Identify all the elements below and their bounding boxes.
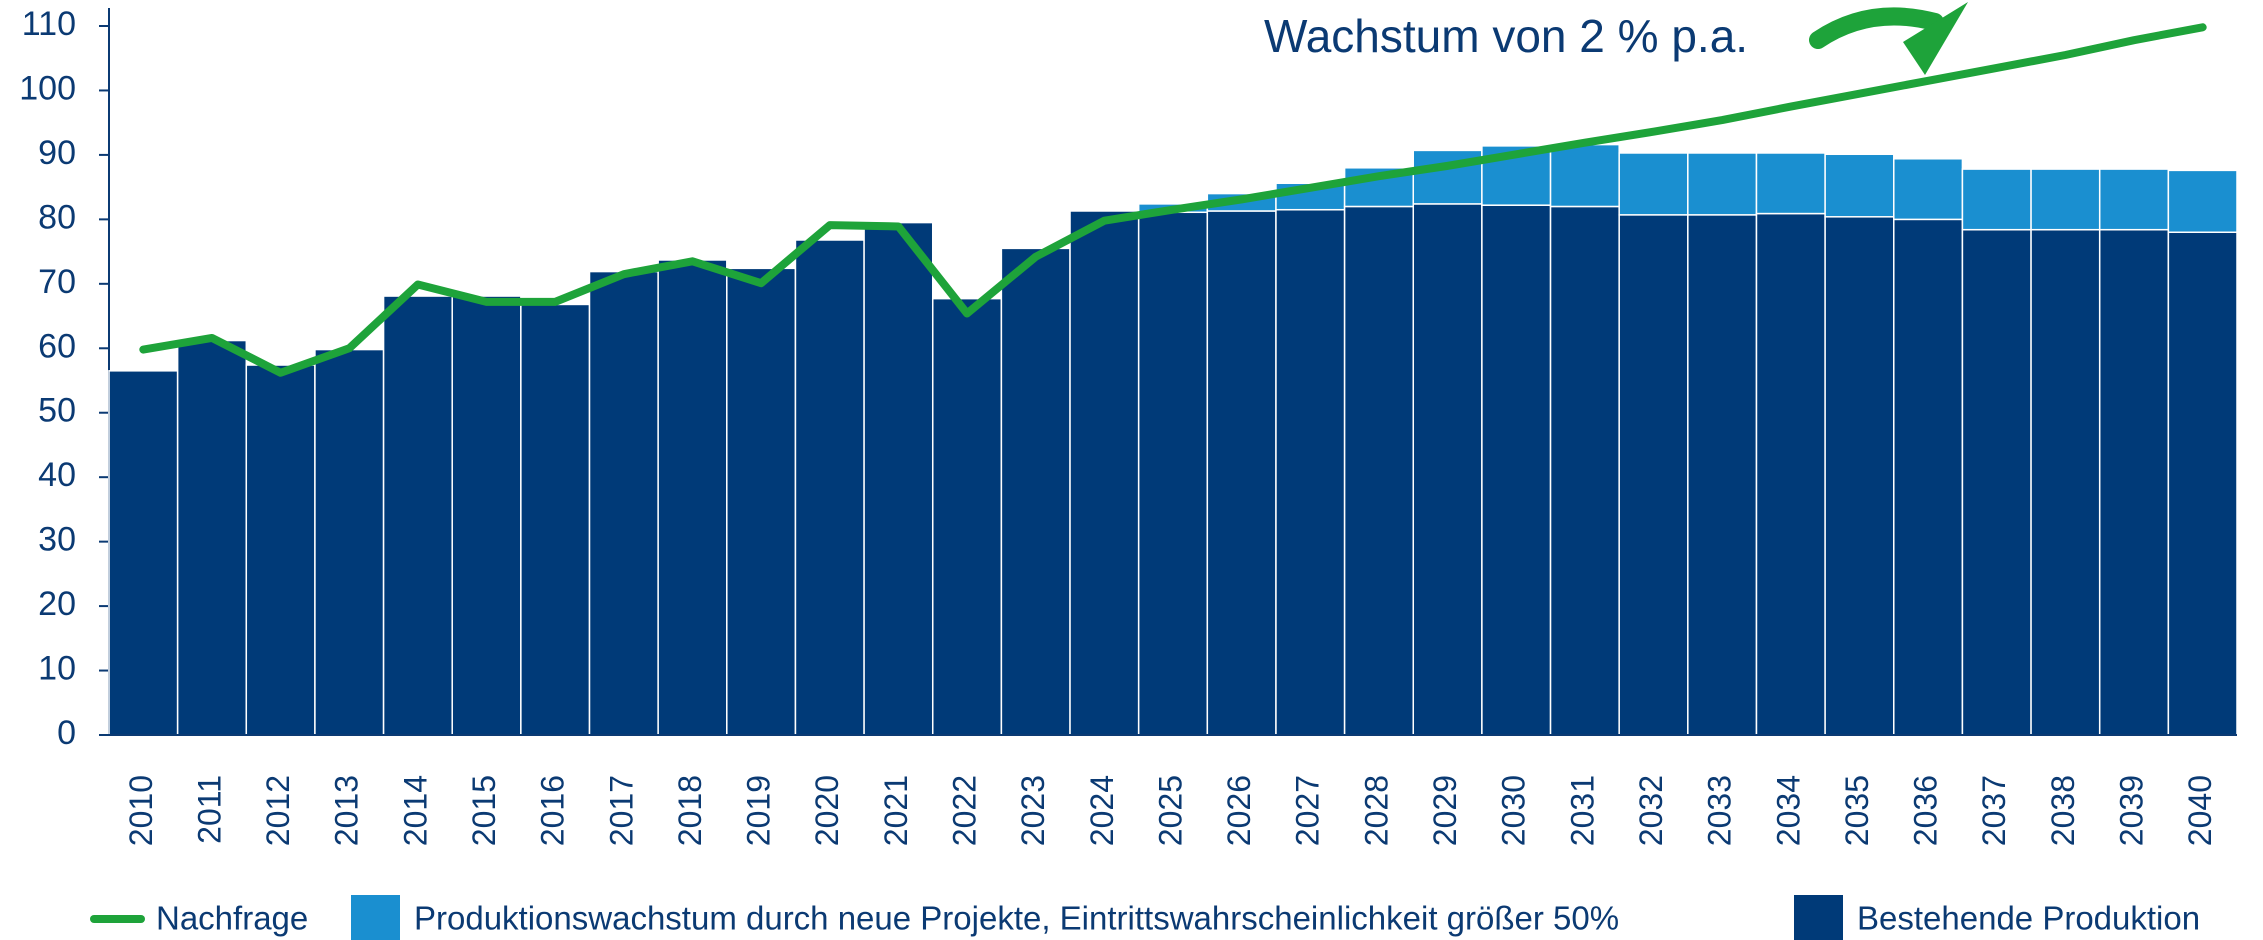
x-tick-label: 2031: [1564, 775, 1600, 846]
bar: [1687, 214, 1758, 736]
y-tick-label: 90: [38, 134, 76, 172]
bar: [1755, 152, 1826, 215]
x-tick-label: 2025: [1152, 775, 1188, 846]
x-tick-label: 2030: [1496, 775, 1532, 846]
bar: [1000, 247, 1071, 736]
x-tick-label: 2034: [1770, 775, 1806, 846]
bar: [2167, 169, 2238, 234]
y-tick-label: 60: [38, 327, 76, 365]
bar: [1137, 211, 1209, 736]
bar: [794, 239, 865, 736]
bar: [931, 297, 1003, 736]
bar: [1206, 210, 1277, 736]
y-tick-label: 80: [38, 198, 76, 236]
y-tick-label: 110: [22, 5, 76, 43]
bar: [1412, 203, 1483, 736]
bar: [1481, 204, 1552, 736]
y-tick-label: 0: [57, 714, 76, 752]
x-tick-label: 2028: [1358, 775, 1394, 846]
bar: [1961, 228, 2032, 736]
bar: [176, 339, 248, 736]
bar: [1343, 205, 1415, 736]
x-tick-label: 2019: [741, 775, 777, 846]
legend-label: Nachfrage: [156, 900, 308, 937]
x-tick-label: 2026: [1221, 775, 1257, 846]
x-tick-label: 2038: [2045, 775, 2081, 846]
x-tick-label: 2010: [123, 775, 159, 846]
growth-arrow: [1809, 2, 1968, 75]
x-tick-label: 2013: [329, 775, 365, 846]
x-tick-label: 2020: [809, 775, 845, 846]
x-tick-label: 2036: [1908, 775, 1944, 846]
bar: [1687, 152, 1758, 216]
bar: [2030, 168, 2101, 231]
bar: [1275, 208, 1346, 736]
legend-label: Bestehende Produktion: [1857, 900, 2200, 937]
bar: [1961, 168, 2032, 231]
legend-swatch: [1794, 895, 1843, 940]
x-tick-label: 2023: [1015, 775, 1051, 846]
x-tick-label: 2012: [260, 775, 296, 846]
bar: [2098, 228, 2170, 736]
bar: [1893, 158, 1964, 221]
bar: [1549, 143, 1620, 208]
bar: [2167, 231, 2238, 736]
bar: [588, 270, 659, 736]
bar: [726, 267, 797, 736]
bar: [863, 221, 934, 736]
x-tick-label: 2022: [947, 775, 983, 846]
y-tick-label: 100: [19, 69, 76, 107]
x-tick-label: 2016: [535, 775, 571, 846]
y-tick-label: 50: [38, 392, 76, 430]
x-tick-label: 2037: [1976, 775, 2012, 846]
y-tick-label: 70: [38, 263, 76, 301]
x-tick-label: 2032: [1633, 775, 1669, 846]
bar: [1755, 212, 1826, 736]
y-tick-label: 30: [38, 521, 76, 559]
bar: [1069, 210, 1140, 736]
bar: [2030, 228, 2101, 736]
bar: [108, 370, 179, 736]
x-tick-label: 2033: [1702, 775, 1738, 846]
bar: [245, 364, 316, 736]
bar: [1824, 153, 1895, 218]
bar: [1893, 218, 1964, 736]
x-tick-label: 2024: [1084, 775, 1120, 846]
bar: [1618, 152, 1689, 216]
bar: [451, 295, 522, 736]
bar: [520, 303, 591, 736]
y-tick-label: 40: [38, 456, 76, 494]
y-tick-label: 20: [38, 585, 76, 623]
bar: [1549, 205, 1620, 736]
x-tick-label: 2014: [397, 775, 433, 846]
x-tick-label: 2018: [672, 775, 708, 846]
x-tick-label: 2021: [878, 775, 914, 846]
demand-line: [139, 23, 2207, 377]
x-tick-label: 2039: [2113, 775, 2149, 846]
bar: [2098, 168, 2170, 231]
annotation: Wachstum von 2 % p.a.: [1264, 10, 1748, 62]
x-tick-label: 2015: [466, 775, 502, 846]
bar: [1824, 216, 1895, 736]
bar: [1618, 214, 1689, 736]
x-tick-label: 2029: [1427, 775, 1463, 846]
arrow-head: [1903, 2, 1968, 75]
bar: [314, 348, 385, 736]
y-tick-label: 10: [38, 650, 76, 688]
x-tick-label: 2011: [191, 775, 227, 844]
x-tick-label: 2017: [603, 775, 639, 846]
x-tick-label: 2035: [1839, 775, 1875, 846]
bar: [382, 295, 453, 736]
x-tick-label: 2040: [2182, 775, 2218, 846]
arrow-shaft: [1809, 7, 1944, 49]
legend-label: Produktionswachstum durch neue Projekte,…: [414, 900, 1619, 937]
legend-swatch: [351, 895, 400, 940]
x-tick-label: 2027: [1290, 775, 1326, 846]
bar: [657, 259, 728, 736]
